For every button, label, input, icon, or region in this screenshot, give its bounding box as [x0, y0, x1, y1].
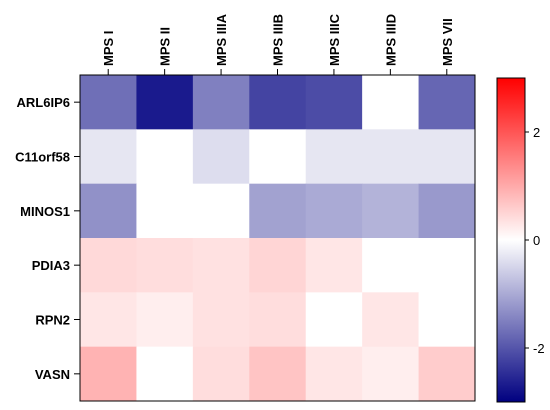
column-label: MPS VII — [440, 18, 455, 66]
heatmap-cell-c11orf58-mps-iiia — [192, 129, 250, 185]
row-label: VASN — [35, 367, 70, 382]
heatmap-cell-minos1-mps-i — [80, 183, 137, 239]
heatmap-cell-c11orf58-mps-iiid — [362, 129, 420, 185]
colorbar-tick-label: 2 — [533, 125, 540, 140]
row-labels: ARL6IP6 C11orf58 MINOS1 PDIA3 RPN2 VASN — [15, 95, 80, 382]
row-label: MINOS1 — [20, 204, 70, 219]
heatmap-cell-minos1-mps-iiid — [362, 183, 420, 239]
heatmap-cell-vasn-mps-vii — [418, 346, 476, 402]
heatmap-cell-minos1-mps-iiib — [249, 183, 307, 239]
row-label: ARL6IP6 — [17, 95, 70, 110]
heatmap-cell-minos1-mps-iiic — [305, 183, 363, 239]
colorbar — [496, 77, 526, 403]
heatmap-cell-c11orf58-mps-vii — [418, 129, 476, 185]
heatmap-cell-vasn-mps-iiib — [249, 346, 307, 402]
heatmap-cell-vasn-mps-ii — [136, 346, 194, 402]
heatmap-cell-rpn2-mps-iiia — [192, 292, 250, 348]
heatmap-cell-rpn2-mps-iiic — [305, 292, 363, 348]
colorbar-ticks: 2 0 -2 — [525, 125, 545, 356]
heatmap-cell-pdia3-mps-iiia — [192, 238, 250, 293]
heatmap-cell-vasn-mps-i — [80, 346, 137, 402]
heatmap-cell-rpn2-mps-iiib — [249, 292, 307, 348]
heatmap-cell-c11orf58-mps-iiib — [249, 129, 307, 185]
heatmap-cell-rpn2-mps-iiid — [362, 292, 420, 348]
heatmap-cell-arl6ip6-mps-vii — [418, 75, 476, 130]
heatmap-cell-minos1-mps-vii — [418, 183, 476, 239]
heatmap-cell-arl6ip6-mps-i — [80, 75, 137, 130]
heatmap-cell-arl6ip6-mps-iiic — [305, 75, 363, 130]
heatmap-cells — [80, 75, 476, 402]
heatmap-cell-arl6ip6-mps-iiib — [249, 75, 307, 130]
heatmap-cell-minos1-mps-iiia — [192, 183, 250, 239]
heatmap-cell-pdia3-mps-i — [80, 238, 137, 293]
column-label: MPS IIIB — [271, 14, 286, 66]
column-label: MPS II — [158, 27, 173, 66]
column-label: MPS IIID — [383, 14, 398, 66]
heatmap-cell-rpn2-mps-i — [80, 292, 137, 348]
heatmap-cell-arl6ip6-mps-iiia — [192, 75, 250, 130]
heatmap-cell-pdia3-mps-ii — [136, 238, 194, 293]
heatmap-cell-arl6ip6-mps-iiid — [362, 75, 420, 130]
heatmap-cell-rpn2-mps-vii — [418, 292, 476, 348]
colorbar-tick-label: 0 — [533, 233, 540, 248]
heatmap-cell-minos1-mps-ii — [136, 183, 194, 239]
heatmap-cell-pdia3-mps-iiib — [249, 238, 307, 293]
heatmap-frame — [79, 74, 476, 402]
heatmap-cell-pdia3-mps-iiid — [362, 238, 420, 293]
column-label: MPS IIIC — [327, 13, 342, 66]
heatmap-cell-c11orf58-mps-i — [80, 129, 137, 185]
heatmap-cell-vasn-mps-iiic — [305, 346, 363, 402]
heatmap-cell-pdia3-mps-iiic — [305, 238, 363, 293]
heatmap-cell-pdia3-mps-vii — [418, 238, 476, 293]
column-label: MPS IIIA — [214, 13, 229, 66]
column-labels: MPS I MPS II MPS IIIA MPS IIIB MPS IIIC MPS I… — [101, 13, 455, 75]
row-label: PDIA3 — [32, 258, 70, 273]
heatmap-cell-rpn2-mps-ii — [136, 292, 194, 348]
heatmap-cell-vasn-mps-iiia — [192, 346, 250, 402]
row-label: C11orf58 — [15, 150, 70, 165]
heatmap-cell-arl6ip6-mps-ii — [136, 75, 194, 130]
column-label: MPS I — [101, 31, 116, 66]
heatmap-cell-c11orf58-mps-ii — [136, 129, 194, 185]
colorbar-tick-label: -2 — [533, 341, 545, 356]
row-label: RPN2 — [35, 313, 70, 328]
heatmap-cell-c11orf58-mps-iiic — [305, 129, 363, 185]
heatmap-cell-vasn-mps-iiid — [362, 346, 420, 402]
